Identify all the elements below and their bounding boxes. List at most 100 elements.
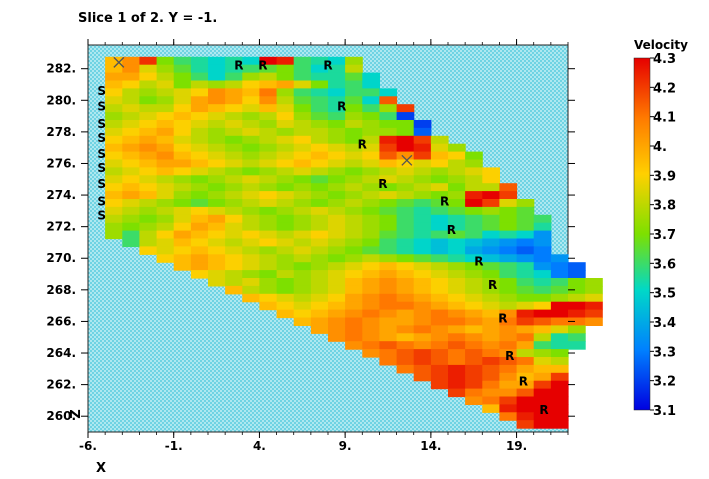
heatmap-cell (430, 364, 449, 374)
heatmap-cell (396, 183, 415, 192)
heatmap-cell (413, 293, 432, 303)
heatmap-cell (362, 238, 380, 247)
heatmap-cell (482, 380, 500, 390)
heatmap-cell (259, 64, 278, 74)
heatmap-cell (430, 293, 449, 303)
heatmap-cell (345, 151, 363, 161)
heatmap-cell (516, 325, 535, 334)
heatmap-cell (276, 214, 295, 224)
heatmap-cell (465, 301, 483, 311)
heatmap-cell (293, 64, 312, 74)
heatmap-cell (328, 325, 346, 334)
heatmap-cell (413, 175, 432, 184)
heatmap-cell (568, 293, 586, 303)
heatmap-cell (328, 230, 346, 240)
heatmap-cell (379, 199, 398, 208)
heatmap-cell (465, 285, 483, 295)
heatmap-cell (516, 420, 535, 429)
heatmap-cell (293, 199, 312, 208)
heatmap-cell (379, 238, 398, 247)
heatmap-cell (328, 104, 346, 113)
heatmap-cell (293, 143, 312, 153)
source-marker: S (97, 209, 106, 223)
heatmap-cell (465, 222, 483, 232)
heatmap-cell (293, 56, 312, 66)
heatmap-cell (242, 80, 260, 89)
heatmap-cell (448, 143, 466, 153)
heatmap-cell (396, 333, 415, 342)
heatmap-cell (328, 127, 346, 137)
y-tick-label: 274. (46, 188, 76, 202)
heatmap-cell (225, 175, 243, 184)
heatmap-cell (173, 206, 192, 216)
heatmap-cell (208, 159, 226, 168)
heatmap-cell (328, 238, 346, 247)
heatmap-cell (139, 175, 158, 184)
heatmap-cell (448, 270, 466, 279)
heatmap-cell (310, 104, 329, 113)
heatmap-cell (328, 214, 346, 224)
heatmap-cell (430, 270, 449, 279)
heatmap-cell (156, 246, 175, 255)
heatmap-cell (465, 333, 483, 342)
heatmap-cell (379, 333, 398, 342)
heatmap-cell (242, 278, 260, 287)
heatmap-cell (413, 317, 432, 326)
heatmap-cell (173, 135, 192, 145)
heatmap-cell (465, 199, 483, 208)
heatmap-cell (379, 175, 398, 184)
heatmap-cell (550, 325, 569, 334)
heatmap-cell (242, 238, 260, 247)
heatmap-cell (516, 388, 535, 398)
heatmap-cell (568, 270, 586, 279)
heatmap-cell (516, 357, 535, 366)
heatmap-cell (328, 309, 346, 319)
heatmap-cell (259, 80, 278, 89)
heatmap-cell (293, 262, 312, 271)
heatmap-cell (328, 246, 346, 255)
heatmap-cell (413, 372, 432, 382)
heatmap-cell (259, 246, 278, 255)
heatmap-cell (190, 183, 209, 192)
heatmap-cell (276, 104, 295, 113)
heatmap-cell (105, 112, 123, 121)
heatmap-cell (550, 254, 569, 263)
heatmap-cell (173, 214, 192, 224)
heatmap-cell (533, 364, 552, 374)
heatmap-cell (550, 341, 569, 350)
heatmap-cell (379, 357, 398, 366)
heatmap-cell (345, 214, 363, 224)
receiver-marker: R (488, 278, 497, 292)
heatmap-cell (122, 104, 140, 113)
heatmap-cell (430, 175, 449, 184)
heatmap-cell (448, 364, 466, 374)
heatmap-cell (293, 309, 312, 319)
colorbar-tick-label: 4. (653, 140, 667, 155)
heatmap-cell (413, 301, 432, 311)
heatmap-cell (516, 214, 535, 224)
heatmap-cell (379, 112, 398, 121)
heatmap-cell (379, 230, 398, 240)
heatmap-cell (328, 333, 346, 342)
heatmap-cell (550, 285, 569, 295)
heatmap-cell (568, 262, 586, 271)
heatmap-cell (156, 88, 175, 97)
heatmap-cell (190, 206, 209, 216)
heatmap-cell (499, 293, 518, 303)
heatmap-cell (396, 293, 415, 303)
heatmap-cell (139, 112, 158, 121)
heatmap-cell (328, 270, 346, 279)
heatmap-cell (156, 127, 175, 137)
heatmap-cell (105, 96, 123, 105)
heatmap-cell (345, 96, 363, 105)
heatmap-cell (345, 72, 363, 82)
heatmap-cell (156, 183, 175, 192)
heatmap-cell (482, 372, 500, 382)
colorbar (633, 57, 651, 411)
heatmap-cell (465, 325, 483, 334)
heatmap-cell (379, 262, 398, 271)
heatmap-cell (208, 262, 226, 271)
heatmap-cell (156, 72, 175, 82)
heatmap-cell (310, 325, 329, 334)
heatmap-cell (413, 364, 432, 374)
